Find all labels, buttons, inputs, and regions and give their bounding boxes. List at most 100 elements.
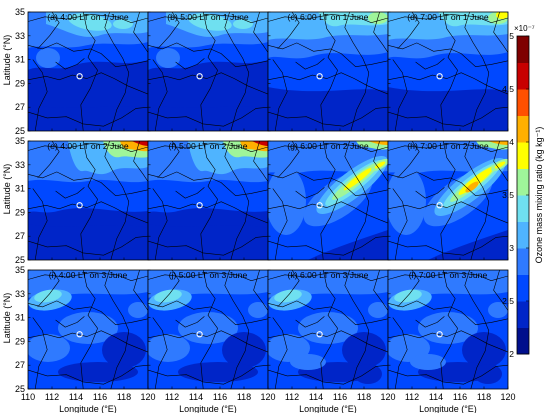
- map-panel: (e) 4:00 LT on 2 June 25 27 29 31 33 35 Latitud…: [2, 136, 149, 265]
- colorbar-segment: [517, 221, 529, 249]
- colorbar-segment: [517, 274, 529, 302]
- ozone-field: [28, 141, 148, 260]
- y-tick-label: 27: [15, 360, 25, 370]
- province-borders: [28, 12, 148, 131]
- map-panel: (h) 7:00 LT on 2 June: [387, 140, 509, 261]
- colorbar: 2 2.5 3 3.5 4 4.5 5×10⁻⁷ Ozone mass mixing rati…: [502, 24, 544, 359]
- y-tick-label: 33: [15, 31, 25, 41]
- x-tick-label: 118: [117, 392, 131, 402]
- province-borders: [148, 270, 268, 389]
- site-marker: [436, 331, 443, 338]
- x-tick-label: 112: [165, 392, 179, 402]
- panel-label: (h) 7:00 LT on 2 June: [407, 141, 489, 151]
- province-borders: [148, 12, 268, 131]
- panel-frame: [387, 140, 509, 261]
- x-tick-label: 114: [429, 392, 443, 402]
- y-tick-label: 29: [15, 78, 25, 88]
- colorbar-segment: [517, 248, 529, 275]
- site-marker: [436, 73, 443, 80]
- site-marker: [196, 202, 203, 209]
- y-tick-label: 33: [15, 160, 25, 170]
- y-tick-label: 29: [15, 207, 25, 217]
- y-tick-label: 31: [15, 313, 25, 323]
- colorbar-segment: [517, 36, 529, 63]
- province-borders: [388, 270, 508, 389]
- x-tick-label: 112: [45, 392, 59, 402]
- x-axis-label: Longitude (°E): [59, 404, 117, 413]
- colorbar-segment: [517, 301, 529, 328]
- ozone-field: [28, 270, 148, 389]
- x-tick-label: 118: [237, 392, 251, 402]
- x-tick-label: 114: [309, 392, 323, 402]
- y-tick-label: 29: [15, 336, 25, 346]
- y-tick-label: 25: [15, 255, 25, 265]
- ozone-field: [268, 270, 388, 389]
- map-panel: (j) 5:00 LT on 3 June 112 114 116 118 120 Long…: [147, 269, 276, 413]
- x-tick-label: 120: [500, 392, 515, 402]
- y-tick-label: 35: [15, 136, 25, 146]
- panel-frame: [387, 11, 509, 132]
- colorbar-tick-label: 3: [509, 243, 514, 253]
- x-tick-label: 116: [213, 392, 227, 402]
- panel-frame: [387, 269, 509, 390]
- y-tick-label: 25: [15, 384, 25, 394]
- colorbar-tick-label: 2.5: [502, 296, 514, 306]
- province-borders: [388, 12, 508, 131]
- colorbar-segment: [517, 195, 529, 222]
- y-tick-label: 31: [15, 184, 25, 194]
- map-panel: (l) 7:00 LT on 3 June 112 114 116 118 120 Long…: [387, 269, 516, 413]
- panel-label: (b) 5:00 LT on 1 June: [167, 12, 249, 22]
- x-tick-label: 116: [93, 392, 107, 402]
- colorbar-segment: [517, 142, 529, 169]
- map-panel: (a) 4:00 LT on 1 June 25 27 29 31 33 35 Latitud…: [2, 7, 149, 136]
- x-tick-label: 116: [453, 392, 467, 402]
- ozone-field: [268, 141, 388, 260]
- site-marker: [196, 73, 203, 80]
- x-tick-label: 120: [260, 392, 275, 402]
- colorbar-tick-label: 3.5: [502, 190, 514, 200]
- province-borders: [268, 270, 388, 389]
- province-borders: [28, 141, 148, 260]
- x-axis-label: Longitude (°E): [419, 404, 477, 413]
- colorbar-tick-label: 4.5: [502, 84, 514, 94]
- x-tick-label: 120: [140, 392, 155, 402]
- site-marker: [76, 73, 83, 80]
- map-panel: (g) 6:00 LT on 2 June: [267, 140, 389, 261]
- map-panel: (k) 6:00 LT on 3 June 112 114 116 118 120 Long…: [267, 269, 396, 413]
- panel-label: (d) 7:00 LT on 1 June: [407, 12, 489, 22]
- colorbar-tick-label: 4: [509, 137, 514, 147]
- ozone-field: [388, 270, 508, 389]
- province-borders: [268, 12, 388, 131]
- map-panels: (a) 4:00 LT on 1 June252729313335Latitud…: [2, 7, 516, 413]
- x-tick-label: 116: [333, 392, 347, 402]
- site-marker: [196, 331, 203, 338]
- colorbar-segment: [517, 327, 529, 355]
- panel-label: (l) 7:00 LT on 3 June: [409, 270, 488, 280]
- ozone-field: [388, 141, 508, 260]
- panel-label: (k) 6:00 LT on 3 June: [288, 270, 369, 280]
- site-marker: [316, 73, 323, 80]
- panel-label: (j) 5:00 LT on 3 June: [169, 270, 248, 280]
- colorbar-segment: [517, 89, 529, 116]
- y-axis-label: Latitude (°N): [2, 293, 12, 344]
- colorbar-tick-label: 2: [509, 349, 514, 359]
- map-panel: (c) 6:00 LT on 1 June: [267, 11, 389, 132]
- panel-label: (e) 4:00 LT on 2 June: [47, 141, 129, 151]
- x-tick-label: 110: [21, 392, 35, 402]
- panel-label: (c) 6:00 LT on 1 June: [288, 12, 369, 22]
- y-tick-label: 27: [15, 231, 25, 241]
- y-tick-label: 31: [15, 55, 25, 65]
- y-tick-label: 33: [15, 289, 25, 299]
- x-tick-label: 114: [189, 392, 203, 402]
- y-axis-label: Latitude (°N): [2, 164, 12, 215]
- x-tick-label: 118: [357, 392, 371, 402]
- x-tick-label: 120: [380, 392, 395, 402]
- province-borders: [268, 141, 388, 260]
- ozone-field: [268, 12, 388, 131]
- panel-label: (i) 4:00 LT on 3 June: [49, 270, 128, 280]
- panel-label: (f) 5:00 LT on 2 June: [169, 141, 248, 151]
- map-panel: (i) 4:00 LT on 3 June 25 27 29 31 33 35 Latitud…: [2, 265, 156, 413]
- y-tick-label: 25: [15, 126, 25, 136]
- x-tick-label: 112: [405, 392, 419, 402]
